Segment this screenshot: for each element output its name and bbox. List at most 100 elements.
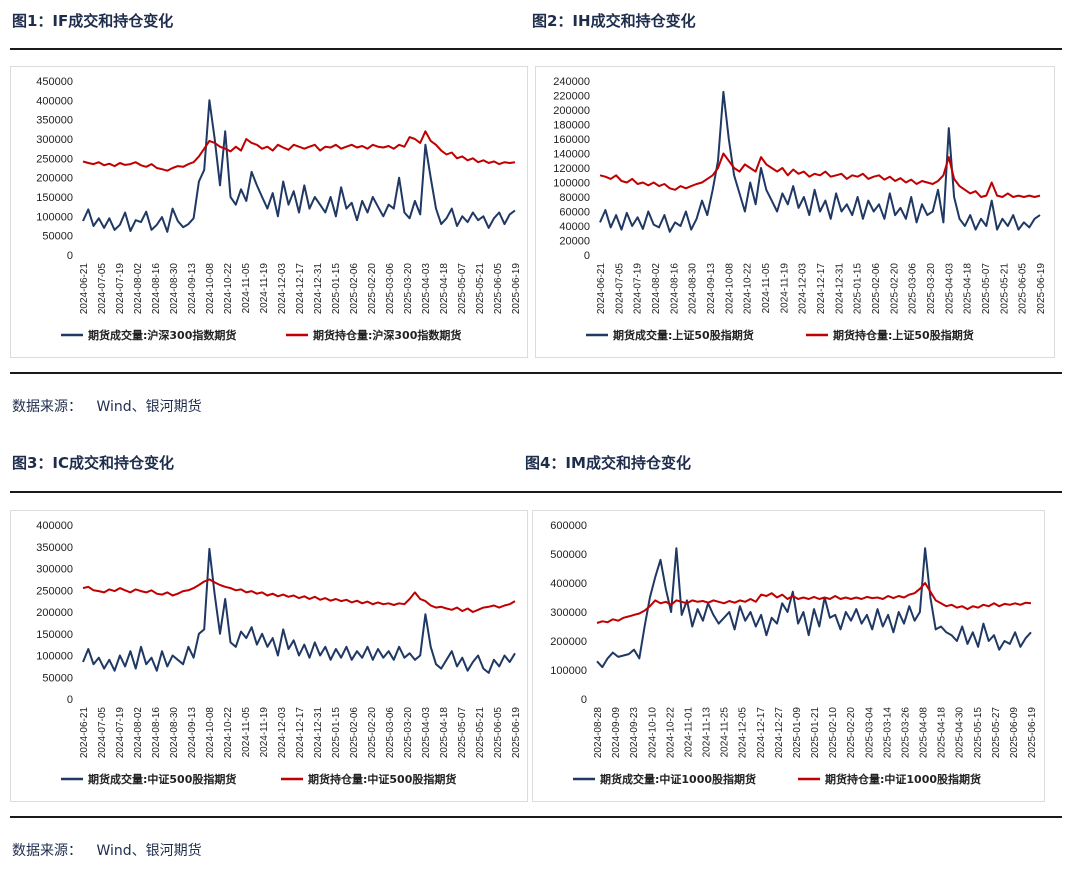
- x-tick-label: 2025-02-06: [349, 707, 360, 759]
- legend-label: 期货持仓量:中证500股指期货: [308, 772, 456, 786]
- y-tick-label: 160000: [553, 134, 590, 146]
- x-tick-label: 2024-12-03: [277, 707, 288, 759]
- y-tick-label: 100000: [36, 211, 73, 223]
- y-tick-label: 20000: [559, 236, 590, 248]
- chart-ic-svg: 400000 350000 300000 250000 200000 150000 1000…: [36, 520, 522, 786]
- chart-im-svg: 600000 500000 400000 300000 200000 100000 0 202…: [550, 520, 1038, 786]
- x-tick-label: 2024-11-25: [720, 707, 731, 758]
- x-tick-label: 2025-01-15: [853, 263, 864, 315]
- chart-panel-ic: 400000 350000 300000 250000 200000 150000 1000…: [10, 510, 528, 802]
- x-tick-label: 2024-10-22: [223, 263, 234, 315]
- x-tick-label: 2024-12-31: [834, 263, 845, 315]
- x-tick-label: 2025-03-20: [403, 707, 414, 759]
- x-tick-label: 2025-05-15: [973, 707, 984, 759]
- y-tick-label: 40000: [559, 221, 590, 233]
- y-tick-label: 200000: [36, 173, 73, 185]
- x-tick-label: 2025-04-18: [439, 707, 450, 759]
- y-tick-label: 50000: [42, 231, 73, 243]
- y-tick-label: 0: [67, 694, 73, 706]
- y-tick-label: 300000: [550, 607, 587, 619]
- x-tick-label: 2024-07-19: [633, 263, 644, 315]
- x-tick-label: 2024-08-16: [151, 263, 162, 315]
- middle-rule-1: [10, 372, 1062, 374]
- y-tick-label: 300000: [36, 134, 73, 146]
- legend-label: 期货成交量:上证50股指期货: [613, 328, 754, 342]
- chart-panel-if: 450000 400000 350000 300000 250000 200000 1500…: [10, 66, 528, 358]
- x-tick-label: 2025-03-14: [882, 707, 893, 759]
- x-tick-label: 2025-05-27: [991, 707, 1002, 759]
- series-line-volume: [599, 90, 1041, 233]
- x-tick-label: 2025-04-08: [919, 707, 930, 759]
- x-tick-label: 2025-01-09: [792, 707, 803, 759]
- x-tick-label: 2024-08-16: [669, 263, 680, 315]
- x-tick-label: 2024-08-16: [151, 707, 162, 759]
- x-tick-label: 2024-11-19: [779, 263, 790, 314]
- x-tick-label: 2025-06-19: [511, 263, 522, 315]
- x-tick-label: 2024-12-31: [313, 263, 324, 315]
- x-tick-label: 2025-03-04: [864, 707, 875, 759]
- x-tick-label: 2024-09-13: [187, 707, 198, 759]
- x-tick-label: 2025-03-06: [385, 707, 396, 759]
- series-line-volume: [82, 99, 516, 233]
- x-tick-label: 2024-11-05: [241, 707, 252, 758]
- x-tick-label: 2025-02-20: [367, 263, 378, 315]
- x-tick-label: 2024-09-09: [611, 707, 622, 759]
- x-tick-label: 2025-06-05: [1018, 263, 1029, 315]
- x-tick-label: 2025-06-19: [1036, 263, 1047, 315]
- x-tick-label: 2024-08-02: [133, 263, 144, 315]
- x-tick-label: 2025-04-03: [944, 263, 955, 315]
- y-tick-label: 350000: [36, 115, 73, 127]
- x-tick-label: 2025-04-18: [963, 263, 974, 315]
- x-tick-label: 2025-02-20: [367, 707, 378, 759]
- x-tick-label: 2024-07-19: [115, 707, 126, 759]
- x-tick-label: 2024-11-19: [259, 707, 270, 758]
- y-tick-label: 80000: [559, 192, 590, 204]
- y-tick-label: 60000: [559, 207, 590, 219]
- y-tick-label: 0: [67, 250, 73, 262]
- y-tick-label: 200000: [36, 607, 73, 619]
- y-tick-label: 220000: [553, 91, 590, 103]
- y-tick-label: 600000: [550, 520, 587, 532]
- chart-if-svg: 450000 400000 350000 300000 250000 200000 1500…: [36, 76, 522, 342]
- x-tick-label: 2025-06-09: [1009, 707, 1020, 759]
- x-tick-label: 2024-11-05: [241, 263, 252, 314]
- y-tick-label: 140000: [553, 149, 590, 161]
- figure-1-title: 图1：IF成交和持仓变化: [12, 12, 174, 30]
- x-tick-label: 2024-08-02: [133, 707, 144, 759]
- x-tick-label: 2024-08-28: [593, 707, 604, 759]
- y-tick-label: 100000: [36, 651, 73, 663]
- y-tick-label: 120000: [553, 163, 590, 175]
- legend-label: 期货持仓量:中证1000股指期货: [825, 772, 981, 786]
- x-tick-label: 2024-06-21: [596, 263, 607, 315]
- x-tick-label: 2025-02-20: [889, 263, 900, 315]
- top-rule: [10, 48, 1062, 50]
- x-tick-label: 2025-04-03: [421, 707, 432, 759]
- y-tick-label: 100000: [550, 665, 587, 677]
- x-tick-label: 2024-08-30: [688, 263, 699, 315]
- x-tick-label: 2024-10-08: [205, 263, 216, 315]
- x-tick-label: 2024-11-05: [761, 263, 772, 314]
- x-tick-label: 2024-12-17: [756, 707, 767, 759]
- y-tick-label: 200000: [550, 636, 587, 648]
- x-tick-label: 2025-05-21: [999, 263, 1010, 315]
- x-tick-label: 2025-03-20: [403, 263, 414, 315]
- x-tick-label: 2024-11-01: [683, 707, 694, 758]
- x-tick-label: 2025-05-07: [981, 263, 992, 315]
- x-tick-label: 2024-12-27: [774, 707, 785, 759]
- x-tick-label: 2024-10-08: [724, 263, 735, 315]
- x-tick-label: 2025-03-06: [385, 263, 396, 315]
- x-tick-label: 2025-01-15: [331, 707, 342, 759]
- chart-ih-svg: 2400002200002000001800001600001400001200…: [553, 76, 1047, 342]
- x-tick-label: 2024-12-31: [313, 707, 324, 759]
- legend-label: 期货成交量:沪深300指数期货: [88, 328, 236, 342]
- x-tick-label: 2024-07-05: [614, 263, 625, 315]
- x-tick-label: 2025-04-30: [955, 707, 966, 759]
- source-note-2: 数据来源： Wind、银河期货: [12, 840, 202, 860]
- y-tick-label: 50000: [42, 672, 73, 684]
- x-tick-label: 2025-01-21: [810, 707, 821, 759]
- middle-rule-2: [10, 491, 1062, 493]
- legend-label: 期货持仓量:沪深300指数期货: [313, 328, 461, 342]
- y-tick-label: 0: [581, 694, 587, 706]
- y-tick-label: 250000: [36, 153, 73, 165]
- x-tick-label: 2025-05-07: [457, 263, 468, 315]
